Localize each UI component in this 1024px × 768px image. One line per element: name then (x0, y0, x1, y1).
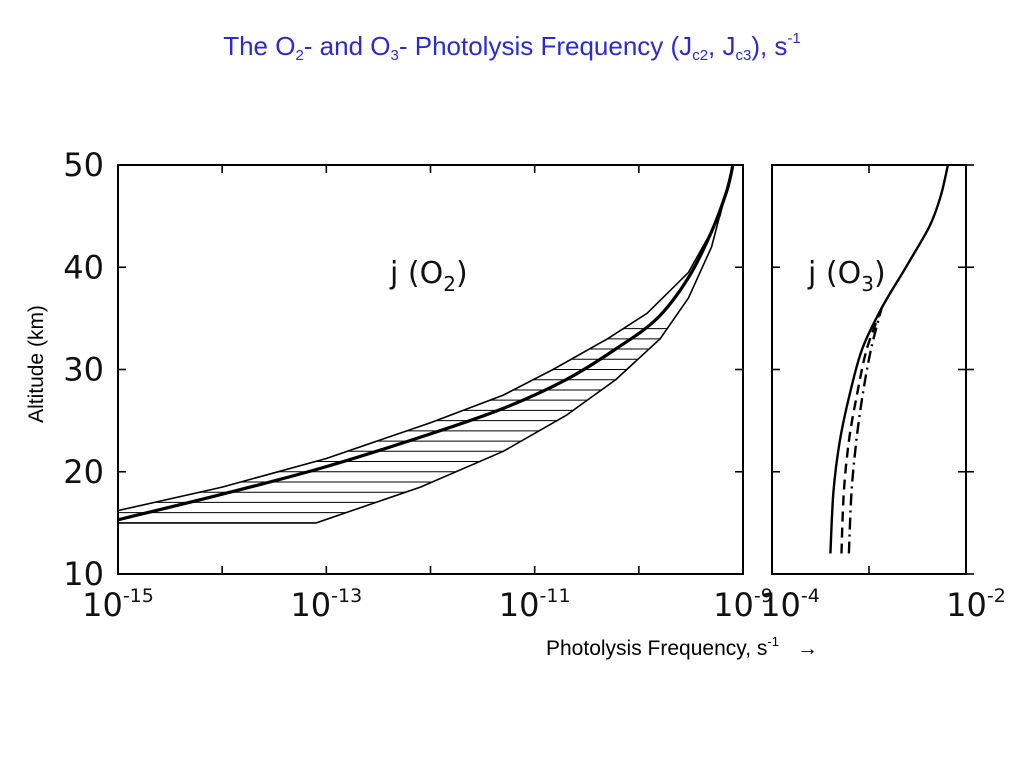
x-tick-label-exponent: -11 (540, 585, 571, 607)
annotation-close: ) (456, 256, 468, 291)
annotation-base: j (O (807, 256, 861, 291)
x-tick-label-exponent: -2 (987, 585, 1006, 607)
series-line-dashdot (847, 307, 883, 554)
band-upper-boundary (118, 165, 734, 512)
y-tick-label: 50 (63, 146, 104, 184)
y-tick-label: 20 (63, 453, 104, 491)
title-part: , J (708, 31, 736, 61)
y-tick-label: 40 (63, 248, 104, 286)
series-line-solid (829, 165, 950, 554)
x-tick-label-base: 10 (499, 586, 540, 624)
x-tick-label: 10-11 (499, 585, 571, 624)
x-tick-label: 10-13 (290, 585, 362, 624)
series-line-dashed (840, 307, 883, 554)
jo3-panel: 10-4 10-2j (O3) (760, 164, 1006, 624)
title-part: -1 (787, 30, 801, 47)
annotation-subscript: 2 (443, 272, 456, 296)
series-annotation: j (O3) (807, 256, 886, 296)
x-tick-label: 10-2 (946, 585, 1006, 624)
x-tick-label-base: 10 (713, 586, 754, 624)
plot-frame (771, 164, 967, 575)
slide-title: The O2- and O3- Photolysis Frequency (Jc… (0, 30, 1024, 64)
title-part: - and O (303, 31, 391, 61)
x-tick-label: 10-9 (713, 585, 773, 624)
title-part: ), s (751, 31, 788, 61)
right-arrow-icon: → (796, 637, 818, 660)
x-tick-label-exponent: -4 (801, 585, 820, 607)
plot-area (829, 165, 950, 554)
title-part: - Photolysis Frequency (J (398, 31, 693, 61)
x-tick-label-base: 10 (760, 586, 801, 624)
x-axis-label-exponent: -1 (767, 634, 779, 649)
annotation-base: j (O (389, 256, 443, 291)
x-tick-label-base: 10 (946, 586, 987, 624)
annotation-close: ) (874, 256, 886, 291)
x-tick-label: 10-4 (760, 585, 820, 624)
title-part: c3 (735, 47, 752, 64)
x-tick-label: 10-15 (82, 585, 154, 624)
title-part: 2 (295, 47, 304, 64)
y-tick-label: 10 (63, 555, 104, 593)
x-axis-label: Photolysis Frequency, s-1 → (546, 634, 818, 661)
x-tick-label-base: 10 (82, 586, 123, 624)
series-line-solid (118, 165, 735, 522)
title-part: c2 (692, 47, 709, 64)
title-part: 3 (390, 47, 399, 64)
title-part: The O (223, 31, 296, 61)
x-axis-label-text: Photolysis Frequency, s (546, 637, 768, 660)
plot-area (118, 165, 735, 524)
x-tick-label-exponent: -15 (123, 585, 154, 607)
x-tick-label-base: 10 (290, 586, 331, 624)
series-annotation: j (O2) (389, 256, 468, 296)
annotation-subscript: 3 (861, 272, 874, 296)
y-tick-label: 30 (63, 351, 104, 389)
x-tick-label-exponent: -13 (331, 585, 362, 607)
band-lower-boundary (118, 165, 734, 524)
x-tick-label-exponent: -9 (754, 585, 773, 607)
